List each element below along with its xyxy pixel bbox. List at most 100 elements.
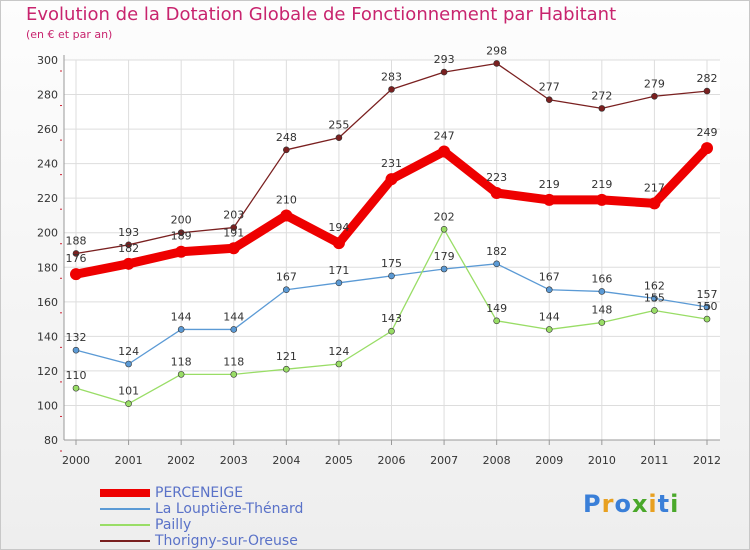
data-point bbox=[388, 327, 395, 335]
data-label: 283 bbox=[381, 70, 402, 83]
y-tick-label: 80 bbox=[44, 434, 58, 447]
series-group bbox=[70, 60, 713, 408]
data-point bbox=[177, 229, 185, 237]
y-tick-label: 240 bbox=[37, 158, 58, 171]
data-point bbox=[335, 360, 343, 368]
data-label: 167 bbox=[276, 271, 297, 284]
legend-swatch bbox=[100, 508, 150, 510]
data-point bbox=[72, 384, 80, 392]
data-point bbox=[440, 225, 448, 233]
data-label: 149 bbox=[486, 302, 507, 315]
x-tick-label: 2012 bbox=[693, 454, 721, 467]
data-point bbox=[230, 326, 238, 333]
y-tick-label: 120 bbox=[37, 365, 58, 378]
data-label: 148 bbox=[591, 304, 612, 317]
data-label: 118 bbox=[171, 355, 192, 368]
data-point bbox=[598, 319, 606, 326]
logo-letter: o bbox=[614, 490, 632, 518]
data-label: 247 bbox=[434, 130, 455, 143]
x-tick-label: 2011 bbox=[640, 454, 668, 467]
data-label: 179 bbox=[434, 250, 455, 263]
data-point bbox=[230, 224, 238, 231]
data-label: 210 bbox=[276, 193, 297, 206]
chart-title: Evolution de la Dotation Globale de Fonc… bbox=[26, 4, 617, 25]
data-point bbox=[493, 317, 500, 325]
data-label: 277 bbox=[539, 81, 560, 94]
y-tick-label: 220 bbox=[37, 192, 58, 205]
y-tick-label: 200 bbox=[37, 227, 58, 240]
x-tick-label: 2010 bbox=[588, 454, 616, 467]
data-point bbox=[595, 193, 608, 206]
y-tick-label: 300 bbox=[37, 54, 58, 67]
x-tick-label: 2007 bbox=[430, 454, 458, 467]
data-point bbox=[125, 400, 132, 408]
data-label: 167 bbox=[539, 271, 560, 284]
data-label: 219 bbox=[591, 178, 612, 191]
data-label: 272 bbox=[591, 89, 612, 102]
data-point bbox=[283, 286, 290, 294]
data-label: 182 bbox=[486, 245, 507, 258]
x-tick-label: 2005 bbox=[325, 454, 353, 467]
data-label: 162 bbox=[644, 279, 665, 292]
data-point bbox=[283, 146, 290, 154]
data-point bbox=[335, 134, 343, 142]
data-label: 150 bbox=[697, 300, 718, 313]
data-label: 293 bbox=[434, 53, 455, 66]
logo-letter: i bbox=[670, 490, 680, 518]
proxiti-logo: Proxiti bbox=[583, 490, 679, 518]
logo-letter: i bbox=[648, 490, 658, 518]
legend-label: Pailly bbox=[155, 517, 192, 533]
data-point bbox=[177, 371, 185, 378]
data-point bbox=[598, 105, 606, 112]
data-point bbox=[651, 307, 658, 314]
data-label: 217 bbox=[644, 181, 665, 194]
logo-letter: P bbox=[583, 490, 602, 518]
data-labels: 176 182 189 191 210 194 231 247 223 219 219 217 249 1… bbox=[66, 44, 718, 397]
data-point bbox=[125, 360, 132, 368]
data-point bbox=[545, 96, 553, 104]
data-label: 231 bbox=[381, 157, 402, 170]
data-label: 171 bbox=[328, 264, 349, 277]
data-point bbox=[70, 268, 82, 281]
logo-letter: x bbox=[631, 490, 649, 518]
y-tick-label: 100 bbox=[37, 399, 58, 412]
chart-subtitle: (en € et par an) bbox=[26, 28, 113, 41]
data-label: 219 bbox=[539, 178, 560, 191]
data-point bbox=[493, 260, 500, 268]
data-point bbox=[440, 68, 448, 76]
data-label: 101 bbox=[118, 385, 139, 398]
data-label: 188 bbox=[66, 234, 87, 247]
data-point bbox=[125, 241, 132, 249]
data-label: 155 bbox=[644, 291, 665, 304]
y-tick-label: 140 bbox=[37, 330, 58, 343]
data-point bbox=[701, 142, 713, 155]
data-point bbox=[598, 288, 606, 295]
legend-swatch bbox=[100, 489, 150, 497]
logo-letter: t bbox=[657, 490, 671, 518]
data-point bbox=[175, 245, 188, 258]
data-label: 279 bbox=[644, 77, 665, 90]
data-point bbox=[545, 286, 553, 294]
data-label: 176 bbox=[66, 252, 87, 265]
logo-letter: r bbox=[601, 490, 615, 518]
legend-label: Thorigny-sur-Oreuse bbox=[155, 533, 298, 549]
data-label: 182 bbox=[118, 242, 139, 255]
data-point bbox=[332, 237, 345, 250]
axes: 80 100 120 140 160 180 200 220 240 260 280 300 2000 2… bbox=[37, 54, 721, 467]
grid-lines bbox=[64, 59, 720, 440]
data-point bbox=[651, 295, 658, 302]
data-label: 189 bbox=[171, 230, 192, 243]
data-point bbox=[648, 197, 661, 210]
data-label: 282 bbox=[697, 72, 718, 85]
data-point bbox=[651, 92, 658, 100]
data-label: 118 bbox=[223, 355, 244, 368]
y-tick-label: 260 bbox=[37, 123, 58, 136]
data-label: 132 bbox=[66, 331, 87, 344]
data-label: 248 bbox=[276, 131, 297, 144]
data-label: 124 bbox=[328, 345, 349, 358]
data-label: 223 bbox=[486, 171, 507, 184]
x-tick-label: 2004 bbox=[272, 454, 300, 467]
legend-swatch bbox=[100, 524, 150, 526]
data-point bbox=[703, 303, 711, 311]
legend-label: La Louptière-Thénard bbox=[155, 501, 304, 517]
